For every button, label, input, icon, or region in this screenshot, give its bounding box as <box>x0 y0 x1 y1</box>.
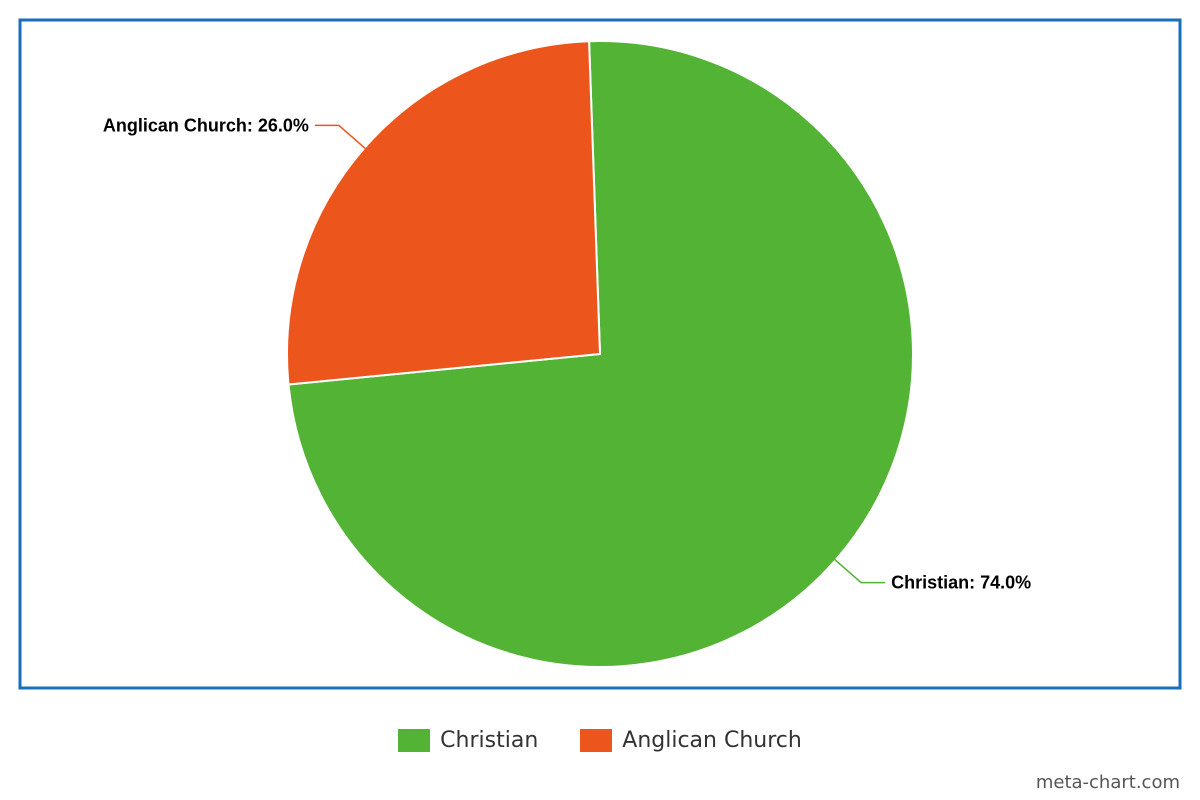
data-label-christian: Christian: 74.0% <box>891 573 1031 593</box>
legend-item-anglican-church[interactable]: Anglican Church <box>580 728 802 753</box>
legend-item-christian[interactable]: Christian <box>398 728 538 753</box>
slices-group <box>286 40 914 668</box>
legend-label-anglican-church: Anglican Church <box>622 727 802 753</box>
legend-label-christian: Christian <box>440 727 539 753</box>
connector-anglican-church <box>314 124 368 152</box>
legend-swatch-christian <box>398 728 431 752</box>
pie-chart: Christian: 74.0% Anglican Church: 26.0% <box>18 18 1182 690</box>
labels-group: Christian: 74.0% Anglican Church: 26.0% <box>103 115 1031 592</box>
connector-christian <box>832 556 886 584</box>
legend-swatch-anglican-church <box>580 728 613 752</box>
data-label-anglican-church: Anglican Church: 26.0% <box>103 115 309 135</box>
watermark: meta-chart.com <box>1035 772 1180 793</box>
legend: Christian Anglican Church <box>0 722 1200 758</box>
